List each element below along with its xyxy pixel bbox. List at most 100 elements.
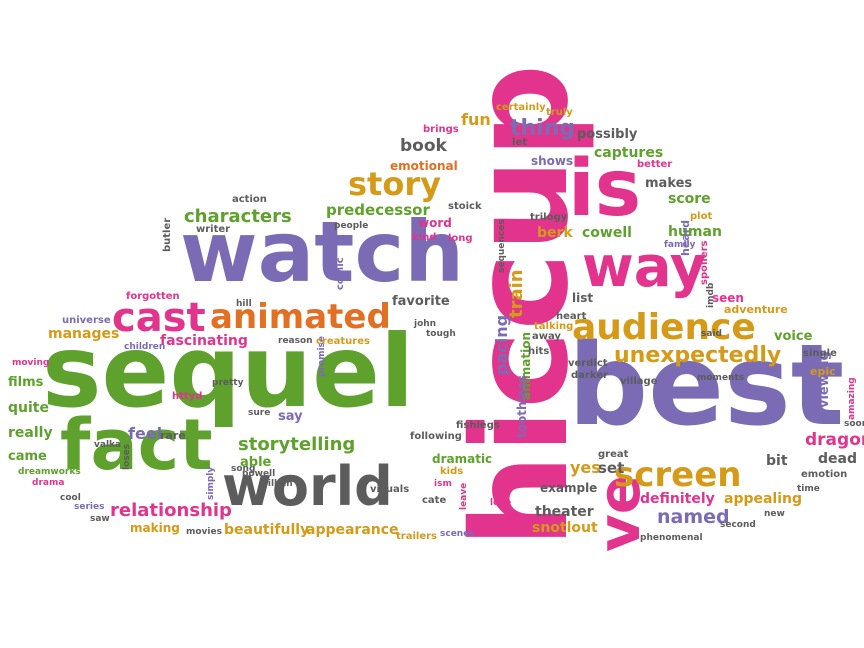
cloud-word: favorite bbox=[392, 294, 450, 309]
cloud-word: trailers bbox=[396, 531, 437, 542]
cloud-word: cool bbox=[60, 493, 81, 503]
cloud-word: captures bbox=[594, 145, 664, 161]
cloud-word: feel bbox=[128, 424, 163, 443]
cloud-word: certainly bbox=[496, 102, 546, 113]
cloud-word: loses bbox=[122, 443, 132, 470]
cloud-word: word bbox=[418, 216, 452, 230]
cloud-word: definitely bbox=[640, 491, 715, 507]
cloud-word: darker bbox=[571, 370, 608, 381]
cloud-word: is bbox=[568, 144, 642, 234]
cloud-word: creatures bbox=[316, 336, 370, 347]
cloud-word: great bbox=[598, 449, 629, 460]
cloud-word: simply bbox=[206, 466, 216, 500]
cloud-word: moments bbox=[697, 373, 745, 383]
cloud-word: talking bbox=[534, 321, 574, 332]
cloud-word: shows bbox=[531, 154, 574, 168]
cloud-word: moving bbox=[12, 358, 50, 368]
cloud-word: second bbox=[720, 520, 756, 530]
cloud-word: emotion bbox=[801, 469, 848, 480]
cloud-word: say bbox=[278, 409, 303, 424]
cloud-word: away bbox=[532, 331, 561, 342]
cloud-word: quite bbox=[8, 400, 49, 416]
cloud-word: fact bbox=[60, 404, 213, 486]
cloud-word: voice bbox=[774, 329, 813, 344]
cloud-word: new bbox=[764, 509, 785, 519]
cloud-word: dreamworks bbox=[18, 467, 81, 477]
cloud-word: fishlegs bbox=[456, 420, 500, 431]
cloud-word: kids bbox=[440, 466, 464, 477]
cloud-word: characters bbox=[184, 206, 292, 227]
cloud-word: song bbox=[231, 464, 256, 474]
cloud-word: rare bbox=[160, 429, 186, 442]
cloud-word: series bbox=[74, 502, 105, 512]
cloud-word: dead bbox=[818, 451, 857, 467]
cloud-word: storytelling bbox=[238, 434, 356, 455]
cloud-word: time bbox=[797, 484, 820, 494]
cloud-word: cowell bbox=[582, 225, 632, 241]
cloud-word: human bbox=[668, 224, 722, 240]
cloud-word: trilogy bbox=[530, 212, 568, 223]
cloud-word: hits bbox=[528, 346, 550, 357]
cloud-word: viewing bbox=[817, 351, 832, 408]
cloud-word: appealing bbox=[724, 491, 803, 507]
cloud-word: adventure bbox=[724, 303, 788, 316]
cloud-word: brings bbox=[423, 124, 459, 135]
cloud-word: pretty bbox=[212, 378, 244, 388]
cloud-word: predecessor bbox=[326, 201, 430, 219]
cloud-word: way bbox=[582, 235, 707, 300]
cloud-word: films bbox=[8, 375, 44, 390]
cloud-word: truly bbox=[546, 107, 573, 118]
cloud-word: list bbox=[572, 291, 594, 305]
cloud-word: berk bbox=[537, 225, 573, 241]
cloud-word: pacing bbox=[492, 314, 511, 375]
cloud-word: train bbox=[506, 269, 527, 318]
cloud-word: world bbox=[222, 455, 393, 518]
cloud-word: better bbox=[637, 159, 673, 170]
cloud-word: visuals bbox=[370, 484, 410, 495]
cloud-word: said bbox=[701, 329, 722, 339]
cloud-word: villain bbox=[262, 479, 293, 489]
cloud-word: snotlout bbox=[532, 520, 598, 536]
cloud-word: theater bbox=[535, 504, 594, 520]
cloud-word: appearance bbox=[306, 522, 399, 538]
cloud-word: making bbox=[130, 521, 180, 535]
cloud-word: john bbox=[414, 319, 437, 329]
cloud-word: comic bbox=[335, 257, 346, 290]
cloud-word: able bbox=[240, 455, 272, 470]
cloud-word: village bbox=[620, 376, 658, 387]
cloud-word: cate bbox=[422, 495, 447, 506]
cloud-word: long bbox=[448, 233, 473, 244]
cloud-word: sequel bbox=[42, 313, 415, 430]
cloud-word: people bbox=[334, 221, 369, 231]
cloud-word: manages bbox=[48, 326, 120, 342]
cloud-word: score bbox=[668, 191, 711, 207]
cloud-word: named bbox=[657, 506, 730, 528]
cloud-word: dramatic bbox=[432, 452, 493, 466]
cloud-word: example bbox=[540, 481, 598, 495]
cloud-word: plot bbox=[690, 211, 713, 222]
cloud-word: love bbox=[490, 498, 512, 508]
cloud-word: valka bbox=[94, 440, 122, 450]
cloud-word: httyd bbox=[172, 391, 203, 402]
cloud-word: verdict bbox=[568, 358, 608, 369]
cloud-word: universe bbox=[62, 315, 111, 326]
cloud-word: following bbox=[410, 431, 462, 442]
cloud-word: family bbox=[664, 240, 696, 250]
cloud-word: heart bbox=[556, 311, 587, 322]
cloud-word: tough bbox=[426, 329, 456, 339]
cloud-word: amazing bbox=[847, 377, 857, 420]
cloud-word: imdb bbox=[706, 282, 716, 308]
cloud-word: children bbox=[124, 342, 166, 352]
cloud-word: powell bbox=[242, 469, 276, 479]
cloud-word: bit bbox=[766, 453, 788, 469]
cloud-word: fascinating bbox=[160, 333, 248, 349]
cloud-word: reason bbox=[278, 336, 313, 346]
cloud-word: came bbox=[8, 449, 47, 464]
cloud-word: cast bbox=[112, 295, 206, 341]
cloud-word: single bbox=[803, 348, 837, 359]
cloud-word: animated bbox=[210, 297, 391, 337]
cloud-word: unexpectedly bbox=[614, 343, 782, 368]
cloud-word: fun bbox=[461, 110, 491, 129]
cloud-word: seen bbox=[712, 291, 744, 305]
cloud-word: sequences bbox=[497, 219, 507, 273]
